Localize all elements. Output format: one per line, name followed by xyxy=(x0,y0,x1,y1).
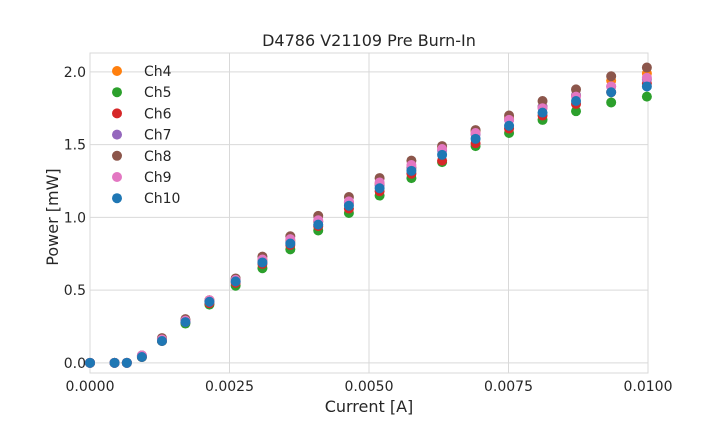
series-ch10 xyxy=(85,81,652,368)
data-point xyxy=(257,257,268,268)
data-point xyxy=(109,357,120,368)
data-point xyxy=(606,87,617,98)
legend-marker xyxy=(112,66,122,76)
legend-label: Ch6 xyxy=(144,106,172,122)
y-tick-label: 0.5 xyxy=(64,283,86,299)
data-point xyxy=(374,183,385,194)
data-point xyxy=(606,71,617,82)
legend-label: Ch7 xyxy=(144,128,172,144)
y-tick-label: 1.5 xyxy=(64,138,86,154)
y-tick-label: 0.0 xyxy=(64,356,86,372)
x-tick-label: 0.0025 xyxy=(205,379,254,395)
grid xyxy=(89,52,649,374)
data-point xyxy=(641,62,652,73)
data-point xyxy=(437,149,448,160)
y-tick-label: 1.0 xyxy=(64,210,86,226)
data-point xyxy=(204,296,215,307)
data-point xyxy=(230,276,241,287)
legend-marker xyxy=(112,172,122,182)
data-point xyxy=(85,357,95,368)
x-tick-label: 0.0075 xyxy=(484,379,533,395)
data-point xyxy=(571,106,582,117)
data-point xyxy=(537,96,548,106)
data-point xyxy=(641,72,652,83)
data-point xyxy=(313,219,324,230)
data-point xyxy=(121,357,132,368)
data-point xyxy=(641,81,652,92)
y-axis-label: Power [mW] xyxy=(43,168,62,265)
legend-item: Ch7 xyxy=(112,128,172,144)
legend-marker xyxy=(112,87,122,98)
data-point xyxy=(343,200,354,211)
x-tick-label: 0.0100 xyxy=(624,379,673,395)
data-point xyxy=(571,96,582,106)
data-point xyxy=(571,84,582,95)
legend-item: Ch5 xyxy=(112,85,172,101)
data-point xyxy=(136,352,147,362)
legend-item: Ch10 xyxy=(112,191,180,207)
data-point xyxy=(641,91,652,102)
legend-item: Ch6 xyxy=(112,106,172,122)
legend-marker xyxy=(112,150,122,161)
legend-marker xyxy=(112,129,122,140)
y-tick-label: 2.0 xyxy=(64,65,86,81)
data-point xyxy=(470,133,481,144)
legend-label: Ch8 xyxy=(144,149,172,165)
legend-marker xyxy=(112,193,122,204)
x-tick-label: 0.0000 xyxy=(66,379,115,395)
data-point xyxy=(406,165,417,176)
chart-title: D4786 V21109 Pre Burn-In xyxy=(262,31,476,50)
legend-item: Ch4 xyxy=(112,64,172,80)
legend-marker xyxy=(112,108,122,119)
legend-label: Ch5 xyxy=(144,85,172,101)
legend-item: Ch8 xyxy=(112,149,172,165)
data-point xyxy=(285,238,296,249)
data-point xyxy=(504,120,515,131)
legend-label: Ch10 xyxy=(144,191,180,207)
legend-label: Ch9 xyxy=(144,170,172,186)
data-points xyxy=(85,62,652,368)
data-point xyxy=(537,107,548,118)
legend: Ch4 Ch5 Ch6 Ch7 Ch8 Ch9 Ch10 xyxy=(112,64,180,207)
tick-labels: 0.0000 0.0025 0.0050 0.0075 0.0100 0.0 0.5 1.0 1… xyxy=(64,65,673,395)
data-point xyxy=(606,97,617,108)
data-point xyxy=(180,317,191,328)
legend-item: Ch9 xyxy=(112,170,172,186)
legend-label: Ch4 xyxy=(144,64,172,80)
x-tick-label: 0.0050 xyxy=(345,379,394,395)
data-point xyxy=(156,336,167,346)
x-axis-label: Current [A] xyxy=(325,397,414,416)
